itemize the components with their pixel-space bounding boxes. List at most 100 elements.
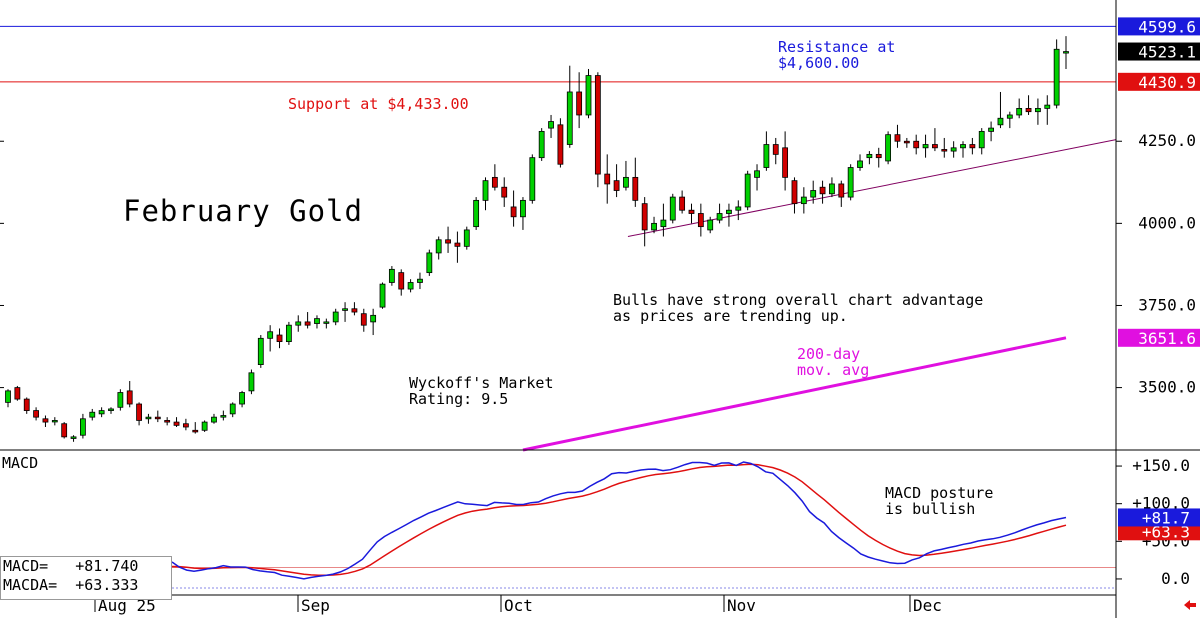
candle (285, 321, 292, 345)
candle (585, 68, 592, 119)
candle (491, 164, 498, 191)
candle-body-up (763, 144, 770, 168)
last-price-tag-label: 4523.1 (1138, 43, 1196, 62)
x-tick-label: Sep (301, 596, 330, 615)
candle (1006, 111, 1013, 129)
candle-body-down (276, 334, 283, 343)
candle (332, 308, 339, 326)
candle (117, 389, 124, 411)
candle (267, 325, 274, 352)
candle-body-up (857, 160, 863, 168)
resistance-price-tag: 4599.6 (1118, 17, 1200, 36)
candle (351, 302, 358, 316)
candle-body-down (173, 421, 180, 426)
scroll-left-arrow-icon (1184, 600, 1196, 610)
candle (969, 137, 976, 155)
candle-body-up (257, 337, 264, 365)
candle (529, 154, 536, 204)
candle (660, 203, 667, 237)
candle-body-up (988, 127, 994, 132)
candle-body-down (454, 242, 461, 247)
candle-body-down (351, 308, 358, 313)
price-panel (0, 25, 1117, 452)
candle (613, 164, 620, 198)
candle (239, 390, 245, 408)
candle (932, 128, 938, 152)
macd-readout-box: MACD= +81.740 MACDA= +63.333 (0, 556, 172, 600)
candle (763, 131, 770, 171)
resistance-price-tag-label: 4599.6 (1138, 17, 1196, 36)
candle (716, 203, 723, 224)
candle-body-up (623, 176, 629, 188)
candle (866, 151, 873, 165)
candle (651, 216, 657, 234)
candle-body-up (585, 75, 592, 116)
y-tick-label: 4000.0 (1138, 213, 1196, 232)
candle-body-up (211, 416, 217, 423)
candle (913, 134, 920, 155)
candle-body-down (576, 91, 583, 116)
candle-body-up (248, 372, 255, 392)
candle (70, 435, 77, 442)
candle (566, 65, 573, 148)
candle-body-down (838, 183, 845, 198)
candle-body-down (61, 423, 68, 438)
candle-body-down (641, 203, 648, 231)
candle-body-down (697, 213, 704, 228)
candle-body-up (463, 229, 470, 247)
candle-body-down (969, 144, 976, 149)
candle-body-down (819, 186, 826, 195)
candle (482, 177, 489, 211)
candle (1016, 98, 1023, 119)
x-tick-label: Nov (727, 596, 756, 615)
candle-body-down (192, 429, 199, 433)
candle (679, 190, 686, 214)
candle (314, 315, 320, 329)
candle-body-down (932, 144, 938, 149)
candle-body-up (960, 144, 966, 149)
candle (136, 402, 142, 426)
candle-body-up (566, 91, 573, 145)
ma200-price-tag-label: 3651.6 (1138, 329, 1196, 348)
candle-body-up (379, 283, 386, 308)
candle-body-up (323, 321, 330, 324)
macd-posture-annotation: MACD posture is bullish (885, 484, 994, 518)
candle (164, 417, 171, 426)
candle-body-up (239, 392, 245, 405)
candle (126, 381, 133, 408)
resistance-price-tag-bg (1118, 17, 1200, 36)
candle-body-down (398, 272, 405, 290)
candle (735, 200, 742, 221)
candle-body-down (501, 186, 508, 198)
moving-average-annotation: 200-day mov. avg (797, 345, 870, 379)
candle-body-up (388, 268, 395, 283)
candle (754, 164, 760, 191)
candle-body-up (482, 180, 489, 201)
candle (847, 164, 854, 201)
ma200-line (522, 336, 1067, 452)
candle-body-down (604, 173, 611, 185)
candle (370, 308, 377, 336)
candle-body-down (632, 176, 639, 201)
x-tick-label: Oct (504, 596, 533, 615)
candle-body-up (978, 130, 985, 149)
candle (1063, 36, 1069, 69)
candle (42, 415, 49, 428)
candle-body-up (295, 321, 302, 326)
candle (435, 236, 442, 260)
candle-body-up (950, 147, 957, 152)
candle (23, 397, 30, 414)
candle-body-up (1063, 51, 1069, 54)
y-tick-label: 3500.0 (1138, 378, 1196, 397)
macd-y-tick-label: 0.0 (1161, 569, 1190, 588)
candle-body-up (885, 134, 892, 162)
candle-body-down (14, 387, 21, 400)
candle (791, 177, 798, 214)
candle (51, 417, 58, 426)
candle-body-down (941, 149, 948, 152)
candle (276, 328, 283, 349)
candle (80, 413, 86, 439)
candle (229, 402, 236, 418)
candle-body-down (445, 239, 451, 244)
y-tick-label: 4250.0 (1138, 131, 1196, 150)
